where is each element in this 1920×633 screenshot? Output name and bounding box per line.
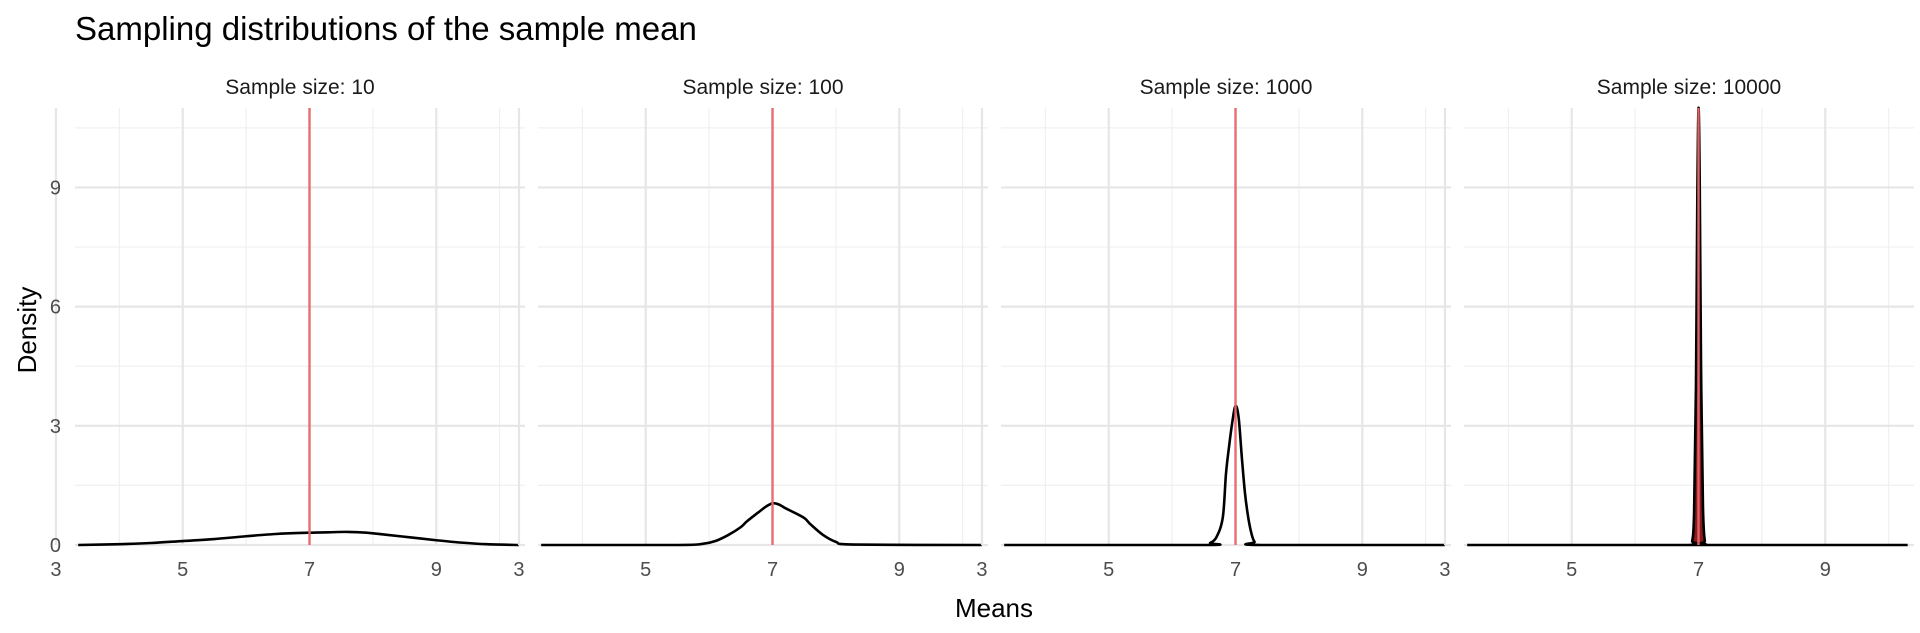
density-line xyxy=(78,530,519,547)
facet-strip-label: Sample size: 1000 xyxy=(1140,76,1313,99)
x-tick-label: 9 xyxy=(431,559,442,581)
y-axis-title: Density xyxy=(12,287,42,374)
y-axis-ticks: 0 3 6 9 xyxy=(50,177,61,557)
x-tick-label: 7 xyxy=(1230,559,1241,581)
facet-panel: Sample size: 10000 3 5 7 9 xyxy=(1439,76,1914,581)
x-tick-label: 5 xyxy=(1566,559,1577,581)
x-tick-label: 7 xyxy=(304,559,315,581)
x-tick-label: 5 xyxy=(1103,559,1114,581)
facet-strip-label: Sample size: 10 xyxy=(225,76,374,99)
x-tick-label: 5 xyxy=(177,559,188,581)
density-line xyxy=(541,501,982,547)
x-tick-label: 5 xyxy=(640,559,651,581)
chart-title: Sampling distributions of the sample mea… xyxy=(75,10,697,47)
y-tick-label: 9 xyxy=(50,177,61,199)
facet-panel: Sample size: 1000 3 5 7 9 xyxy=(976,76,1451,581)
density-area xyxy=(1467,107,1908,545)
x-axis-title: Means xyxy=(955,593,1033,623)
x-tick-label: 3 xyxy=(1439,559,1450,581)
facet-panel: Sample size: 10 3 5 7 9 xyxy=(50,76,525,581)
x-tick-label: 3 xyxy=(50,559,61,581)
facet-panel: Sample size: 100 3 5 7 9 xyxy=(513,76,988,581)
y-tick-label: 3 xyxy=(50,416,61,438)
x-tick-label: 7 xyxy=(1693,559,1704,581)
x-tick-label: 9 xyxy=(1357,559,1368,581)
x-tick-label: 9 xyxy=(894,559,905,581)
density-line xyxy=(1467,106,1908,547)
y-tick-label: 0 xyxy=(50,535,61,557)
facet-strip-label: Sample size: 10000 xyxy=(1597,76,1781,99)
x-tick-label: 9 xyxy=(1820,559,1831,581)
facet-strip-label: Sample size: 100 xyxy=(682,76,843,99)
x-tick-label: 3 xyxy=(976,559,987,581)
x-tick-label: 3 xyxy=(513,559,524,581)
y-tick-label: 6 xyxy=(50,297,61,319)
x-tick-label: 7 xyxy=(767,559,778,581)
